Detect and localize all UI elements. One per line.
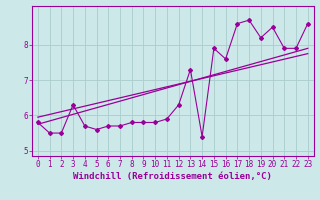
X-axis label: Windchill (Refroidissement éolien,°C): Windchill (Refroidissement éolien,°C) — [73, 172, 272, 181]
